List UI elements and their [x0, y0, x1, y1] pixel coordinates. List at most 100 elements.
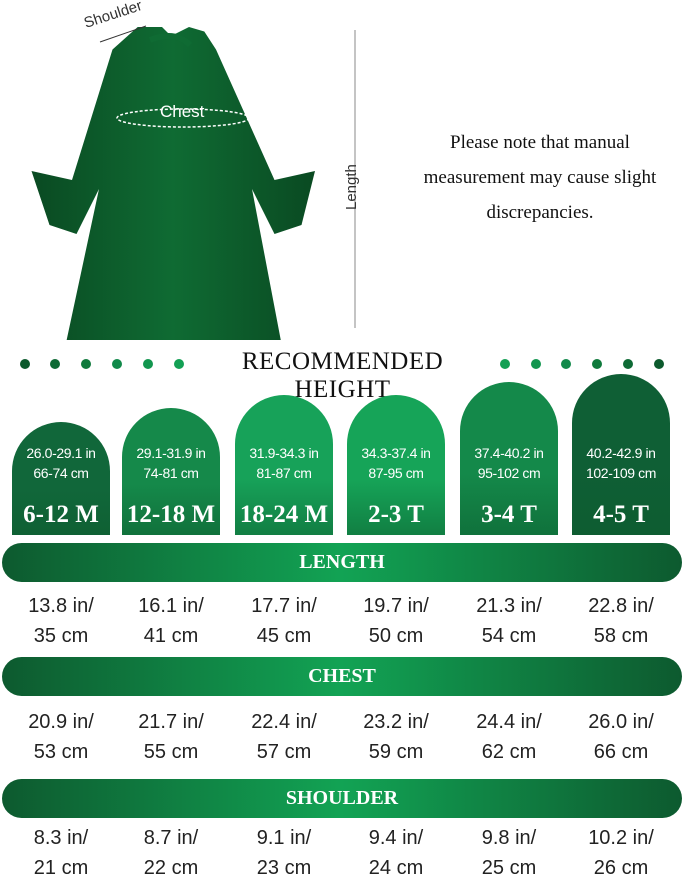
chest-measure-line: [116, 108, 250, 128]
chest-values-row: 20.9 in/53 cm 21.7 in/55 cm 22.4 in/57 cm 2…: [0, 707, 684, 767]
value-cm: 59 cm: [368, 741, 424, 763]
shoulder-value: 9.8 in/25 cm: [452, 823, 566, 883]
size-arch: 29.1-31.9 in 74-81 cm 12-18 M: [122, 408, 220, 535]
size-arch: 26.0-29.1 in 66-74 cm 6-12 M: [12, 422, 110, 535]
chest-label: Chest: [160, 102, 205, 121]
value-cm: 23 cm: [256, 857, 312, 879]
value-in: 19.7 in/: [363, 595, 429, 617]
value-in: 9.8 in/: [481, 827, 537, 849]
value-in: 8.7 in/: [143, 827, 199, 849]
shoulder-value: 9.4 in/24 cm: [339, 823, 453, 883]
value-in: 10.2 in/: [588, 827, 654, 849]
dress-illustration: [31, 25, 356, 340]
dot: [531, 359, 541, 369]
chest-header: CHEST: [2, 657, 682, 696]
length-value: 17.7 in/45 cm: [227, 591, 341, 651]
value-in: 13.8 in/: [28, 595, 94, 617]
value-cm: 41 cm: [143, 625, 199, 647]
size-arch: 31.9-34.3 in 81-87 cm 18-24 M: [235, 395, 333, 535]
height-in: 31.9-34.3 in: [249, 445, 319, 461]
height-in: 40.2-42.9 in: [586, 445, 656, 461]
height-cm: 81-87 cm: [256, 465, 312, 481]
shoulder-value: 8.3 in/21 cm: [4, 823, 118, 883]
dot: [143, 359, 153, 369]
value-in: 9.1 in/: [256, 827, 312, 849]
value-in: 24.4 in/: [476, 711, 542, 733]
length-value: 22.8 in/58 cm: [564, 591, 678, 651]
value-in: 9.4 in/: [368, 827, 424, 849]
size-label: 3-4 T: [481, 501, 537, 528]
height-cm: 95-102 cm: [477, 465, 541, 481]
value-in: 16.1 in/: [138, 595, 204, 617]
length-value: 19.7 in/50 cm: [339, 591, 453, 651]
recommended-height-title: RECOMMENDED HEIGHT: [241, 348, 444, 403]
value-cm: 50 cm: [368, 625, 424, 647]
size-label: 12-18 M: [126, 501, 216, 528]
shoulder-value: 8.7 in/22 cm: [114, 823, 228, 883]
dot: [50, 359, 60, 369]
chest-value: 23.2 in/59 cm: [339, 707, 453, 767]
value-in: 23.2 in/: [363, 711, 429, 733]
length-value: 16.1 in/41 cm: [114, 591, 228, 651]
value-in: 8.3 in/: [33, 827, 89, 849]
measurement-note: Please note that manual measurement may …: [423, 132, 657, 223]
height-in: 26.0-29.1 in: [26, 445, 96, 461]
chest-value: 20.9 in/53 cm: [4, 707, 118, 767]
size-arch: 34.3-37.4 in 87-95 cm 2-3 T: [347, 395, 445, 535]
value-cm: 26 cm: [593, 857, 649, 879]
chest-value: 21.7 in/55 cm: [114, 707, 228, 767]
size-label: 4-5 T: [593, 501, 649, 528]
length-value: 21.3 in/54 cm: [452, 591, 566, 651]
size-label: 2-3 T: [368, 501, 424, 528]
dot: [592, 359, 602, 369]
value-in: 17.7 in/: [251, 595, 317, 617]
value-in: 26.0 in/: [588, 711, 654, 733]
chest-value: 22.4 in/57 cm: [227, 707, 341, 767]
value-in: 22.4 in/: [251, 711, 317, 733]
shoulder-value: 10.2 in/26 cm: [564, 823, 678, 883]
dot: [500, 359, 510, 369]
value-cm: 35 cm: [33, 625, 89, 647]
shoulder-value: 9.1 in/23 cm: [227, 823, 341, 883]
value-cm: 21 cm: [33, 857, 89, 879]
height-in: 29.1-31.9 in: [136, 445, 206, 461]
value-cm: 54 cm: [481, 625, 537, 647]
length-label: Length: [343, 164, 360, 210]
dot: [174, 359, 184, 369]
value-in: 22.8 in/: [588, 595, 654, 617]
dot: [20, 359, 30, 369]
value-in: 20.9 in/: [28, 711, 94, 733]
shoulder-header: SHOULDER: [2, 779, 682, 818]
value-cm: 57 cm: [256, 741, 312, 763]
value-in: 21.7 in/: [138, 711, 204, 733]
height-cm: 74-81 cm: [143, 465, 199, 481]
size-arch: 37.4-40.2 in 95-102 cm 3-4 T: [460, 382, 558, 535]
length-header: LENGTH: [2, 543, 682, 582]
value-in: 21.3 in/: [476, 595, 542, 617]
value-cm: 22 cm: [143, 857, 199, 879]
height-cm: 87-95 cm: [368, 465, 424, 481]
value-cm: 62 cm: [481, 741, 537, 763]
length-values-row: 13.8 in/35 cm 16.1 in/41 cm 17.7 in/45 cm 1…: [0, 591, 684, 651]
height-cm: 102-109 cm: [586, 465, 656, 481]
length-value: 13.8 in/35 cm: [4, 591, 118, 651]
chest-value: 24.4 in/62 cm: [452, 707, 566, 767]
dot: [561, 359, 571, 369]
value-cm: 24 cm: [368, 857, 424, 879]
size-label: 6-12 M: [23, 501, 99, 528]
size-arch: 40.2-42.9 in 102-109 cm 4-5 T: [572, 374, 670, 535]
value-cm: 66 cm: [593, 741, 649, 763]
dot: [654, 359, 664, 369]
shoulder-values-row: 8.3 in/21 cm 8.7 in/22 cm 9.1 in/23 cm 9.4 …: [0, 823, 684, 883]
value-cm: 25 cm: [481, 857, 537, 879]
value-cm: 55 cm: [143, 741, 199, 763]
height-cm: 66-74 cm: [33, 465, 89, 481]
height-in: 37.4-40.2 in: [474, 445, 544, 461]
value-cm: 45 cm: [256, 625, 312, 647]
chest-value: 26.0 in/66 cm: [564, 707, 678, 767]
shoulder-arrow: [99, 25, 147, 43]
size-label: 18-24 M: [239, 501, 329, 528]
value-cm: 53 cm: [33, 741, 89, 763]
dot: [623, 359, 633, 369]
value-cm: 58 cm: [593, 625, 649, 647]
